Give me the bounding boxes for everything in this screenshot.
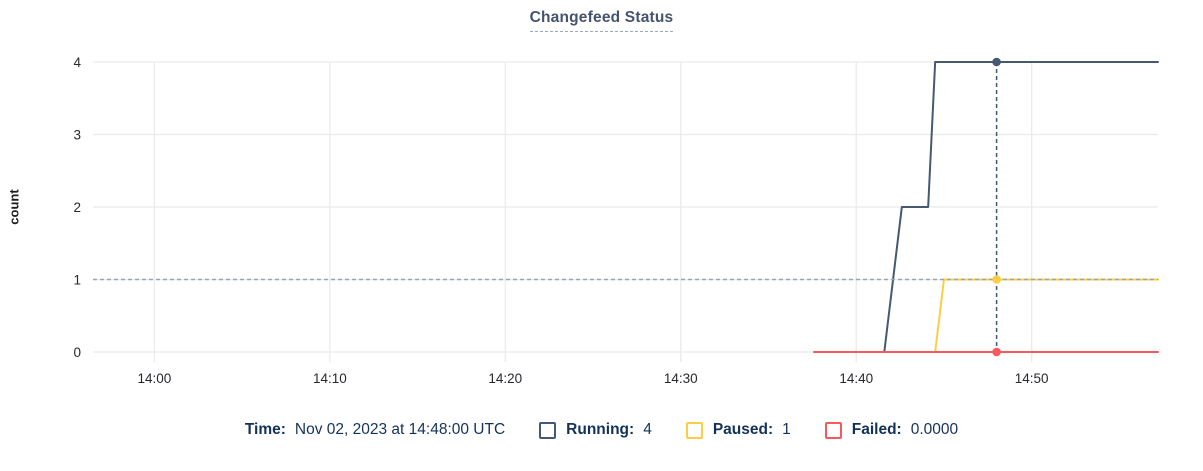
running-value: 4 (643, 421, 652, 438)
running-label: Running: (566, 421, 635, 438)
failed-swatch-icon (824, 421, 842, 439)
legend-item-running: Running: 4 (539, 421, 652, 439)
time-label: Time: (244, 421, 286, 438)
x-tick-label: 14:00 (138, 371, 172, 386)
legend-item-failed: Failed: 0.0000 (824, 421, 959, 439)
x-tick-label: 14:30 (664, 371, 698, 386)
x-tick-label: 14:50 (1015, 371, 1049, 386)
paused-value: 1 (782, 421, 791, 438)
hover-dot-paused (992, 275, 1001, 284)
chart-plot-area[interactable]: 0 1 2 3 4 14:00 14:10 14:20 14:30 14:40 14:50 (0, 0, 1203, 405)
hover-time: Time: Nov 02, 2023 at 14:48:00 UTC (245, 421, 505, 439)
chart-title-row: Changefeed Status (0, 9, 1203, 32)
hover-legend: Time: Nov 02, 2023 at 14:48:00 UTC Runni… (0, 415, 1203, 445)
y-tick-label: 1 (73, 272, 81, 287)
paused-swatch-icon (685, 421, 703, 439)
failed-label: Failed: (851, 421, 902, 438)
x-tick-label: 14:40 (839, 371, 873, 386)
hover-dot-running (992, 57, 1001, 67)
chart-title: Changefeed Status (529, 9, 674, 32)
series-line-paused (813, 278, 1159, 353)
x-tick-label: 14:10 (313, 371, 347, 386)
y-tick-label: 3 (73, 127, 81, 142)
time-value: Nov 02, 2023 at 14:48:00 UTC (294, 421, 506, 438)
legend-item-paused: Paused: 1 (685, 421, 791, 439)
failed-value: 0.0000 (910, 421, 959, 438)
paused-label: Paused: (712, 421, 774, 438)
running-swatch-icon (539, 421, 557, 439)
y-tick-label: 2 (73, 200, 81, 215)
y-tick-label: 4 (73, 55, 81, 70)
y-tick-label: 0 (73, 345, 81, 360)
x-tick-label: 14:20 (488, 371, 522, 386)
hover-dot-failed (992, 347, 1001, 357)
